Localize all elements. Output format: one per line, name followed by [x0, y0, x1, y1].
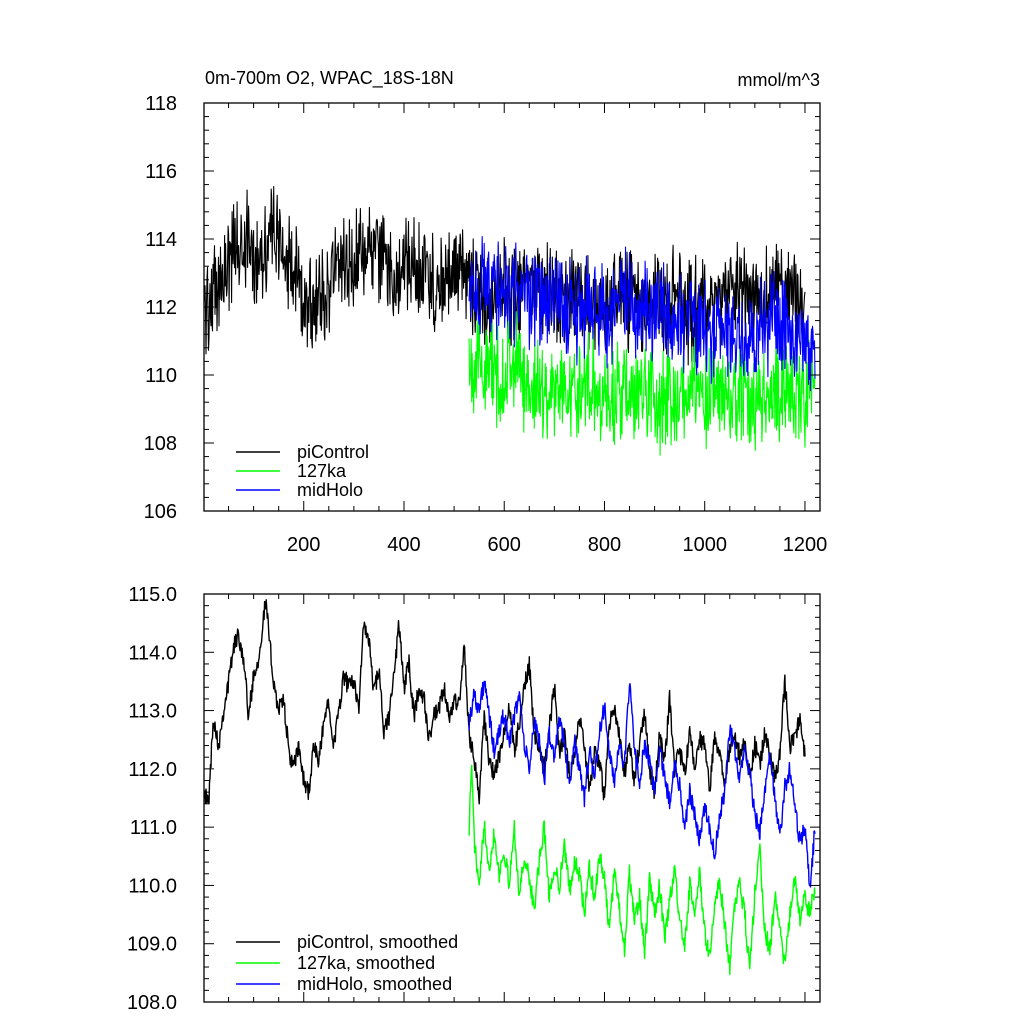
legend-label: 127ka, smoothed — [297, 953, 435, 973]
y-tick-label: 115.0 — [128, 584, 177, 606]
y-tick-label: 116 — [145, 161, 177, 183]
y-tick-label: 114 — [145, 229, 177, 251]
legend-label: midHolo — [297, 480, 363, 500]
x-tick-label: 800 — [588, 534, 621, 556]
top-axes-group: 200 400 600 800 1000 1200 106 108 110 112 114 116 11… — [144, 93, 828, 556]
bottom-panel: 108.0 109.0 110.0 111.0 112.0 113.0 114.0 115.0… — [127, 584, 821, 1014]
series-line-midholo-smoothed — [468, 680, 816, 888]
series-line-picontrol-smoothed — [203, 599, 806, 805]
chart-title: 0m-700m O2, WPAC_18S-18N — [205, 68, 454, 89]
legend-label: piControl, smoothed — [297, 932, 458, 952]
series-line-127ka — [468, 311, 816, 456]
series-line-midholo — [468, 236, 816, 392]
y-tick-label: 110.0 — [128, 875, 177, 897]
y-tick-label: 108.0 — [127, 992, 177, 1014]
legend-label: piControl — [297, 442, 369, 462]
bottom-axes-group: 108.0 109.0 110.0 111.0 112.0 113.0 114.0 115.0 — [127, 584, 821, 1014]
y-tick-label: 112 — [145, 297, 177, 319]
x-tick-label: 200 — [287, 534, 320, 556]
x-tick-label: 1200 — [783, 534, 828, 556]
top-series-group — [203, 185, 816, 456]
y-tick-label: 112.0 — [128, 759, 177, 781]
units-label: mmol/m^3 — [738, 70, 820, 90]
top-panel: 0m-700m O2, WPAC_18S-18N mmol/m^3 200 400… — [144, 68, 828, 556]
y-tick-label: 106 — [144, 501, 177, 523]
series-line-127ka-smoothed — [468, 764, 816, 976]
y-tick-label: 118 — [145, 93, 177, 115]
y-tick-label: 108 — [144, 433, 177, 455]
plot-frame — [203, 593, 821, 1003]
y-tick-label: 109.0 — [127, 934, 177, 956]
legend-label: midHolo, smoothed — [297, 974, 452, 994]
y-tick-label: 113.0 — [128, 701, 177, 723]
legend-label: 127ka — [297, 461, 347, 481]
x-tick-label: 1000 — [682, 534, 727, 556]
y-tick-label: 114.0 — [128, 642, 177, 664]
y-tick-label: 111.0 — [130, 817, 177, 839]
y-tick-label: 110 — [145, 365, 177, 387]
x-tick-label: 400 — [387, 534, 420, 556]
series-line-picontrol — [203, 185, 806, 366]
x-tick-label: 600 — [488, 534, 521, 556]
bottom-series-group — [203, 599, 816, 976]
